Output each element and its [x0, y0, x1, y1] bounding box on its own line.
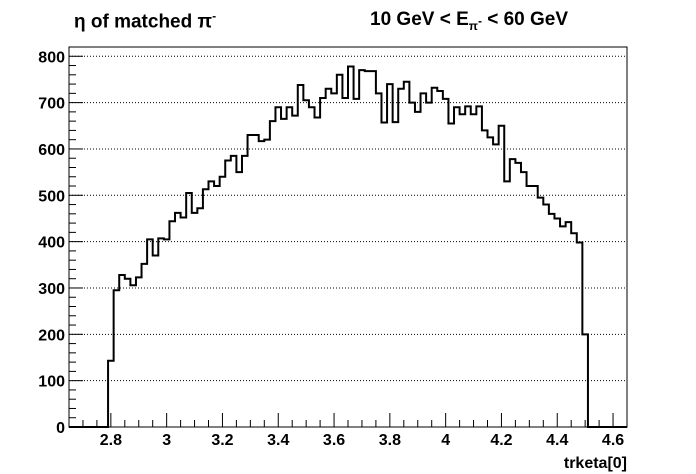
title-left-sup: -	[212, 9, 217, 23]
x-tick-label: 4.2	[490, 432, 512, 449]
y-tick-label: 300	[38, 281, 65, 298]
histogram-line	[69, 65, 627, 428]
chart-title-left: η of matched π-	[74, 9, 216, 33]
y-tick-label: 100	[38, 374, 65, 391]
x-tick-label: 4	[441, 432, 450, 449]
x-tick-label: 3	[162, 432, 171, 449]
title-right-part1: 10 GeV < E	[370, 9, 469, 30]
title-right-part2: < 60 GeV	[481, 9, 569, 30]
x-tick-label: 4.6	[602, 432, 624, 449]
y-axis: 0 100 200 300 400 500 600 700 800	[38, 49, 83, 437]
x-tick-label: 3.2	[211, 432, 233, 449]
x-tick-label: 2.8	[100, 432, 122, 449]
y-tick-label: 800	[38, 49, 65, 66]
y-tick-label: 600	[38, 142, 65, 159]
x-tick-label: 3.8	[379, 432, 401, 449]
y-tick-label: 200	[38, 327, 65, 344]
y-tick-label: 400	[38, 235, 65, 252]
x-axis-title: trketa[0]	[564, 455, 627, 472]
x-tick-label: 4.4	[546, 432, 568, 449]
x-tick-label: 3.6	[323, 432, 345, 449]
x-tick-label: 3.4	[267, 432, 289, 449]
y-tick-label: 500	[38, 188, 65, 205]
y-tick-label: 700	[38, 96, 65, 113]
y-tick-label: 0	[56, 420, 65, 437]
plot-frame	[68, 46, 628, 428]
chart-title-right: 10 GeV < Eπ- < 60 GeV	[370, 9, 568, 33]
grid-lines	[69, 55, 627, 382]
title-left-text: η of matched π	[74, 11, 213, 33]
x-axis: 2.8 3 3.2 3.4 3.6 3.8 4 4.2 4.4 4.6	[82, 413, 628, 449]
title-right-sub: π-	[468, 13, 482, 33]
